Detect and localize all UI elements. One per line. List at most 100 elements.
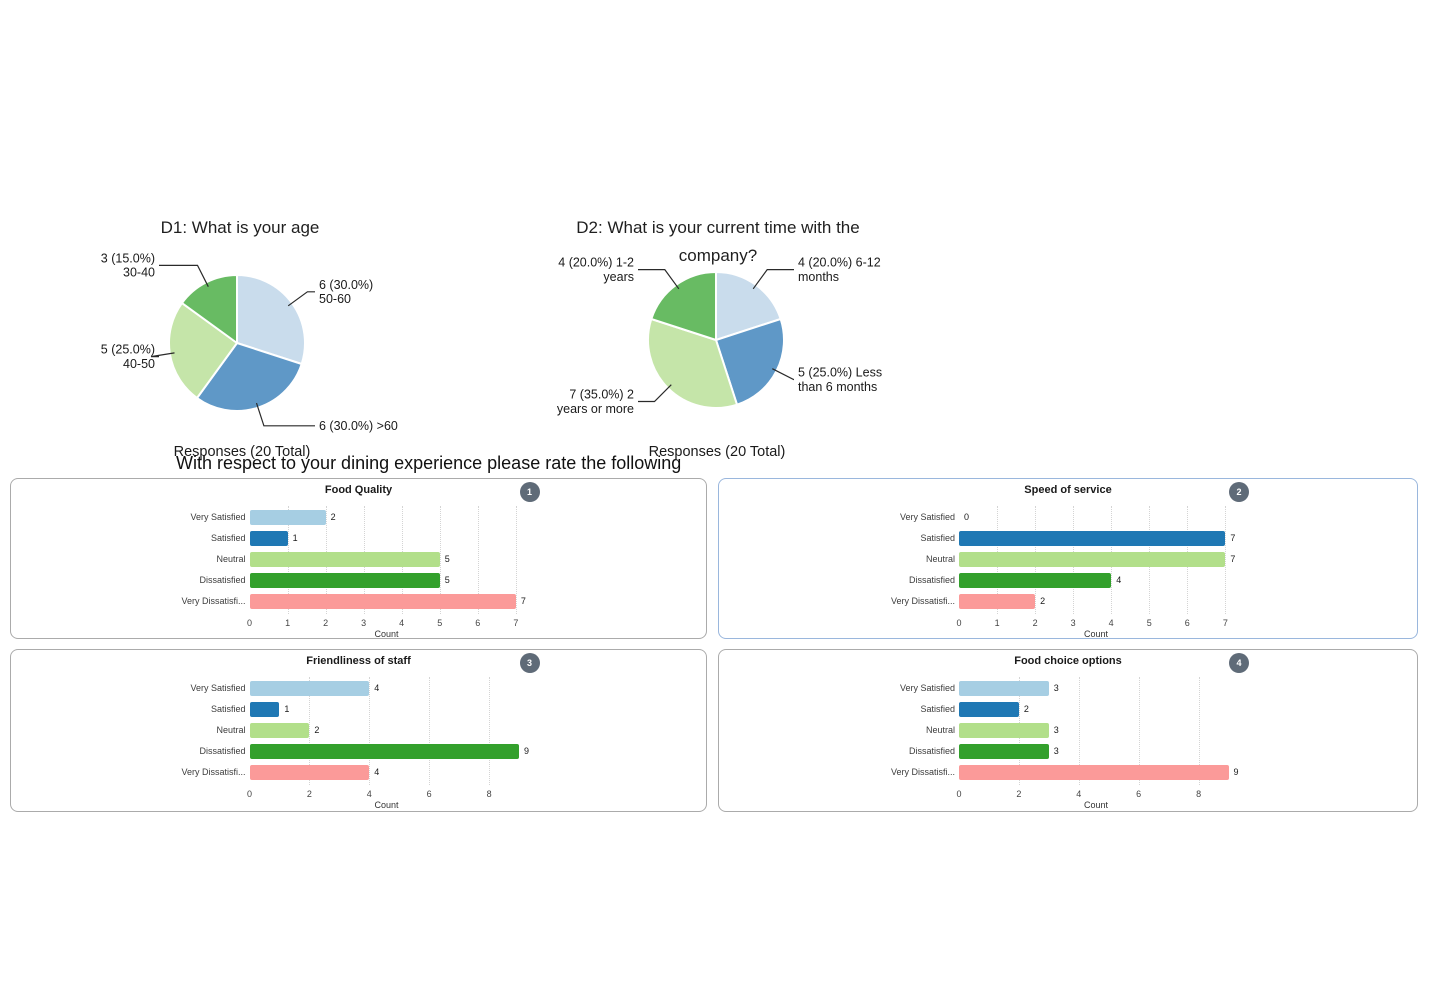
- chart-card-friendliness-of-staff[interactable]: Friendliness of staff 3 Very Satisfied 4 Sat…: [10, 649, 707, 812]
- pie-caption: Responses (20 Total): [649, 444, 786, 460]
- category-label: Very Dissatisfi...: [181, 596, 246, 606]
- bar-value-label: 2: [1040, 596, 1046, 606]
- category-label: Satisfied: [210, 533, 246, 543]
- bar-Neutral: [249, 723, 310, 738]
- bar-Very Dissatisfi...: [959, 765, 1229, 780]
- bar-Dissatisfied: [959, 573, 1112, 588]
- bar-value-label: 0: [964, 512, 970, 522]
- bar-value-label: 1: [284, 704, 290, 714]
- category-label: Very Dissatisfi...: [890, 767, 955, 777]
- gridline: [1198, 677, 1200, 785]
- bar-Neutral: [249, 552, 440, 567]
- bar-value-label: 9: [1233, 767, 1239, 777]
- gridline: [429, 677, 431, 785]
- x-axis-label: Count: [374, 800, 399, 810]
- x-tick-label: 4: [1108, 618, 1114, 628]
- category-label: Satisfied: [210, 704, 246, 714]
- gridline: [477, 506, 479, 614]
- bar-Very Dissatisfi...: [249, 594, 516, 609]
- bar-value-label: 1: [292, 533, 298, 543]
- bar-value-label: 7: [1230, 554, 1236, 564]
- category-label: Very Satisfied: [899, 683, 955, 693]
- category-label: Very Satisfied: [899, 512, 955, 522]
- bar-value-label: 4: [374, 683, 380, 693]
- pie-title: D1: What is your age: [161, 218, 320, 237]
- bar-value-label: 2: [330, 512, 336, 522]
- bar-value-label: 9: [524, 746, 530, 756]
- bar-Very Satisfied: [249, 681, 370, 696]
- x-tick-label: 6: [426, 789, 432, 799]
- x-axis-label: Count: [1083, 800, 1109, 810]
- bar-chart-title: Food choice options: [1014, 655, 1122, 667]
- bar-value-label: 7: [1230, 533, 1236, 543]
- gridline: [1138, 677, 1140, 785]
- category-label: Neutral: [216, 725, 246, 735]
- bar-Very Satisfied: [959, 681, 1049, 696]
- x-axis-label: Count: [1083, 629, 1109, 639]
- category-label: Satisfied: [920, 533, 955, 543]
- bar-value-label: 3: [1053, 746, 1059, 756]
- chart-block: Food choice options 4 Very Satisfied 3 Satis…: [883, 650, 1253, 811]
- category-label: Dissatisfied: [908, 746, 955, 756]
- bar-value-label: 5: [444, 575, 450, 585]
- bar-value-label: 3: [1053, 725, 1059, 735]
- x-tick-label: 2: [323, 618, 329, 628]
- x-tick-label: 0: [246, 789, 253, 799]
- bar-chart-title: Speed of service: [1024, 484, 1112, 496]
- chart-card-speed-of-service[interactable]: Speed of service 2 Very Satisfied 0 Satisfie…: [718, 478, 1418, 639]
- pie-title: D2: What is your current time with the: [576, 218, 859, 237]
- bar-Very Satisfied: [249, 510, 326, 525]
- pie-slice-label: 4 (20.0%) 1-2: [558, 256, 634, 270]
- x-tick-label: 0: [956, 789, 962, 799]
- question-number-badge: 1: [519, 482, 540, 502]
- bar-Dissatisfied: [249, 573, 440, 588]
- pie-leader-line: [255, 402, 315, 427]
- x-tick-label: 4: [1076, 789, 1082, 799]
- bar-Very Dissatisfi...: [249, 765, 370, 780]
- x-tick-label: 4: [399, 618, 405, 628]
- bar-Neutral: [959, 552, 1226, 567]
- chart-card-food-choice-options[interactable]: Food choice options 4 Very Satisfied 3 Satis…: [718, 649, 1418, 812]
- bar-Dissatisfied: [959, 744, 1049, 759]
- gridline: [439, 506, 441, 614]
- x-tick-label: 0: [246, 618, 253, 628]
- gridline: [369, 677, 371, 785]
- pie-slice-label: 5 (25.0%) Less: [798, 366, 882, 380]
- x-tick-label: 3: [361, 618, 367, 628]
- category-label: Neutral: [216, 554, 246, 564]
- bar-value-label: 7: [520, 596, 526, 606]
- x-tick-label: 7: [1222, 618, 1228, 628]
- pie-slice-label: 6 (30.0%): [319, 278, 373, 292]
- pie-slice-label: 50-60: [319, 292, 351, 306]
- pie-slice-label: years: [603, 270, 634, 284]
- x-tick-label: 6: [1184, 618, 1190, 628]
- gridline: [515, 506, 517, 614]
- x-tick-label: 3: [1070, 618, 1076, 628]
- pie-leader-line: [638, 384, 672, 403]
- chart-card-food-quality[interactable]: Food Quality 1 Very Satisfied 2 Satisfied 1 Ne…: [10, 478, 707, 639]
- category-label: Dissatisfied: [199, 746, 246, 756]
- category-label: Very Satisfied: [190, 683, 246, 693]
- pie-slice-label: than 6 months: [798, 380, 877, 394]
- pie-leader-line: [287, 291, 315, 307]
- section-heading: With respect to your dining experience p…: [176, 453, 682, 473]
- bar-value-label: 4: [374, 767, 380, 777]
- bar-Neutral: [959, 723, 1049, 738]
- pie-slice-label: 6 (30.0%) >60: [319, 419, 398, 433]
- pie-slice-label: 5 (25.0%): [101, 343, 155, 357]
- pie-leader-line: [752, 268, 794, 290]
- x-tick-label: 2: [1032, 618, 1038, 628]
- bar-value-label: 5: [444, 554, 450, 564]
- pie-leader-line: [772, 368, 794, 381]
- category-label: Very Satisfied: [190, 512, 246, 522]
- pie-slice-label: 30-40: [123, 266, 155, 280]
- question-number-badge: 4: [1229, 653, 1249, 673]
- gridline: [489, 677, 491, 785]
- pie-slice-label: 7 (35.0%) 2: [569, 388, 634, 402]
- pie-slice-label: 4 (20.0%) 6-12: [798, 256, 881, 270]
- pie-slice-label: months: [798, 270, 839, 284]
- x-tick-label: 6: [475, 618, 481, 628]
- category-label: Dissatisfied: [199, 575, 246, 585]
- bar-Dissatisfied: [249, 744, 519, 759]
